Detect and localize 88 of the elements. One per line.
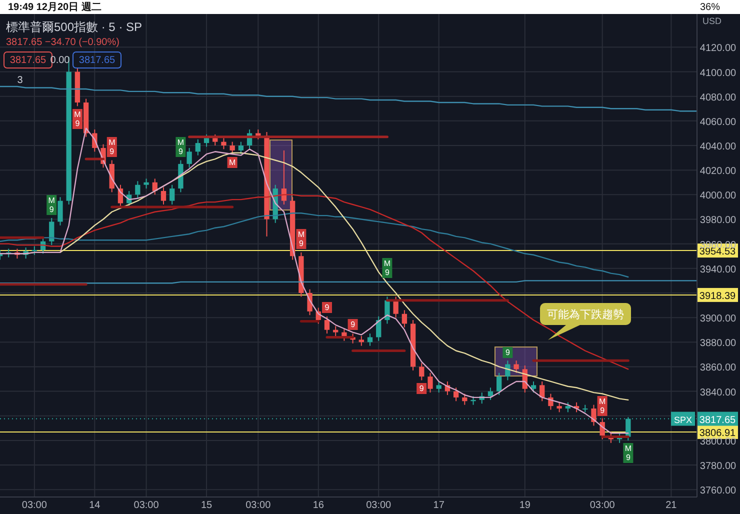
annotation: SPX (674, 414, 692, 425)
candlestick (144, 178, 149, 190)
candlestick (496, 372, 502, 396)
text: USD (702, 16, 722, 26)
candlestick (591, 404, 596, 426)
y-tick-label: 3800.00 (700, 436, 737, 448)
annotation: 3 (17, 75, 24, 86)
candlestick (540, 380, 545, 402)
y-tick-label: 3840.00 (700, 387, 737, 398)
x-tick-label: 17 (433, 500, 445, 511)
y-tick-label: 3880.00 (700, 338, 737, 350)
x-tick-label: 03:00 (246, 500, 272, 511)
annotation: M9 (384, 259, 391, 277)
candlestick (514, 360, 519, 374)
x-tick-label: 16 (312, 500, 324, 511)
x-tick-label: 19 (519, 500, 531, 511)
x-tick-label: 15 (200, 500, 213, 511)
text: 19:49 12月20日 週二 (8, 1, 102, 13)
candlestick (333, 326, 338, 336)
candlestick (358, 336, 364, 346)
y-tick-label: 3980.00 (700, 215, 737, 226)
annotation: M (228, 158, 236, 167)
annotation: M9 (177, 138, 184, 156)
annotation: M9 (598, 397, 606, 415)
candlestick (565, 402, 571, 413)
y-tick-label: 4120.00 (700, 43, 737, 54)
annotation: M9 (108, 138, 116, 156)
y-tick-label: 3860.00 (700, 362, 737, 374)
x-tick-label: 03:00 (366, 500, 392, 511)
x-tick-label: 03:00 (22, 500, 48, 511)
candlestick (384, 296, 390, 324)
annotation: 可能為下跌趨勢 (547, 308, 624, 321)
candlestick (135, 180, 140, 199)
candlestick (530, 380, 536, 394)
y-tick-label: 3940.00 (700, 264, 737, 276)
candlestick (402, 310, 408, 328)
annotation: 9 (505, 348, 510, 357)
y-tick-label: 3760.00 (700, 486, 737, 497)
y-tick-label: 4100.00 (700, 68, 737, 79)
line-series (0, 86, 698, 112)
candlestick (230, 141, 235, 155)
candlestick (170, 184, 175, 205)
text: 3817.65 −34.70 (−0.90%) (6, 37, 120, 48)
x-tick-label: 21 (666, 500, 678, 511)
annotation: 3817.65 (78, 55, 116, 66)
y-tick-label: 3900.00 (700, 314, 737, 325)
candlestick (221, 138, 226, 150)
candlestick (195, 138, 200, 156)
x-tick-label: 03:00 (590, 500, 616, 511)
candlestick (58, 196, 63, 226)
text: 36% (700, 2, 720, 13)
candlestick (436, 380, 442, 394)
y-tick-label: 3780.00 (700, 461, 737, 472)
candlestick (204, 134, 210, 148)
ref-line-label: 3817.65 (699, 414, 736, 426)
y-tick-label: 4040.00 (700, 142, 737, 153)
candlestick (428, 372, 433, 394)
annotation: M9 (48, 196, 56, 214)
candlestick (556, 402, 562, 413)
candlestick (393, 296, 398, 318)
y-tick-label: 4060.00 (700, 116, 737, 128)
annotation: M9 (74, 110, 82, 128)
candlestick (367, 333, 373, 346)
y-tick-label: 4000.00 (700, 190, 737, 202)
candlestick (419, 362, 424, 381)
candlestick (256, 129, 261, 140)
candlestick (49, 218, 54, 246)
annotation: M9 (298, 230, 305, 248)
annotation: 3817.65 (10, 55, 47, 66)
text: 標準普爾500指數 · 5 · SP (6, 20, 142, 34)
annotation: 9 (324, 303, 330, 312)
annotation: M9 (624, 444, 632, 462)
y-tick-label: 4020.00 (700, 166, 737, 178)
x-tick-label: 03:00 (134, 500, 160, 511)
annotation: 9 (419, 384, 424, 393)
ref-line-label: 3918.39 (699, 290, 736, 302)
candlestick (324, 316, 330, 334)
candlestick (453, 387, 459, 402)
candlestick (160, 186, 166, 205)
candlestick (186, 147, 192, 168)
line-series (0, 212, 629, 278)
annotation: 9 (350, 320, 356, 329)
candlestick (505, 360, 510, 381)
x-tick-label: 14 (89, 500, 101, 511)
y-tick-label: 4080.00 (700, 92, 737, 104)
ref-line-label: 3806.91 (699, 428, 736, 439)
candlestick (462, 393, 468, 406)
candlestick (238, 141, 244, 155)
